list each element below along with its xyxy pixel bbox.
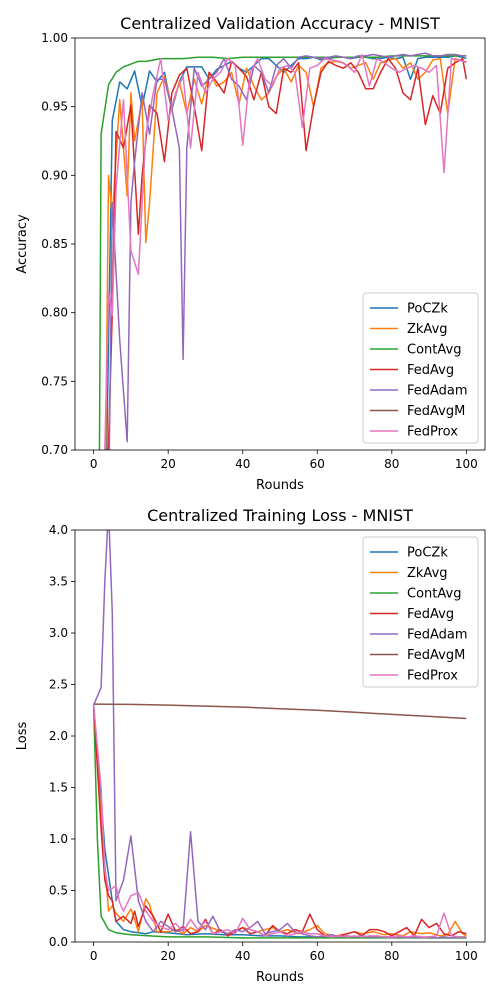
y-tick-label: 0.70 <box>41 443 68 457</box>
x-tick-label: 80 <box>384 949 399 963</box>
x-axis-label: Rounds <box>256 478 304 493</box>
x-tick-label: 40 <box>235 949 250 963</box>
legend-label-zkavg: ZkAvg <box>407 566 448 581</box>
legend-label-contavg: ContAvg <box>407 587 461 602</box>
legend: PoCZk ZkAvg ContAvg FedAvg FedAdam FedAvgM Fed… <box>362 536 479 688</box>
legend-label-fedprox: FedProx <box>407 669 458 684</box>
legend-label-fedadam: FedAdam <box>407 628 468 643</box>
series-line-fedavg <box>92 705 467 938</box>
x-tick-label: 60 <box>310 457 325 471</box>
series-line-poczk <box>92 705 467 939</box>
y-axis-label: Loss <box>15 722 30 751</box>
y-tick-label: 0.75 <box>41 374 68 388</box>
chart-title: Centralized Training Loss - MNIST <box>147 506 413 525</box>
series-line-fedprox <box>104 53 467 450</box>
x-tick-label: 0 <box>90 457 98 471</box>
legend-label-fedadam: FedAdam <box>407 384 468 399</box>
series-line-contavg <box>98 55 467 450</box>
legend-label-fedprox: FedProx <box>407 425 458 440</box>
legend-box <box>362 536 479 688</box>
series-line-contavg <box>92 705 467 939</box>
y-tick-label: 0.5 <box>49 884 68 898</box>
x-tick-label: 100 <box>455 457 478 471</box>
y-axis-label: Accuracy <box>15 214 30 274</box>
x-tick-label: 80 <box>384 457 399 471</box>
chart-title: Centralized Validation Accuracy - MNIST <box>120 14 440 33</box>
y-tick-label: 1.0 <box>49 832 68 846</box>
y-tick-label: 0.90 <box>41 168 68 182</box>
legend-label-fedavg: FedAvg <box>407 363 454 378</box>
legend-label-fedavg: FedAvg <box>407 607 454 622</box>
x-tick-label: 40 <box>235 457 250 471</box>
legend-label-zkavg: ZkAvg <box>407 322 448 337</box>
x-tick-label: 0 <box>90 949 98 963</box>
y-tick-label: 0.0 <box>49 935 68 949</box>
y-tick-label: 2.0 <box>49 729 68 743</box>
x-tick-label: 20 <box>161 457 176 471</box>
chart-1: 0 20 40 60 80 100 0.70 0.75 0.80 0.85 0.90 0.95 1.00… <box>15 14 486 493</box>
y-tick-label: 2.5 <box>49 678 68 692</box>
chart-2: 0 20 40 60 80 100 0.0 0.5 1.0 1.5 2.0 2.5 3.0 3.5 4.0 C… <box>15 506 486 985</box>
series-line-zkavg <box>92 705 467 937</box>
series-line-fedprox <box>92 705 467 938</box>
y-tick-label: 0.95 <box>41 100 68 114</box>
y-tick-label: 3.5 <box>49 575 68 589</box>
series-line-fedadam <box>92 530 467 939</box>
x-axis-label: Rounds <box>256 970 304 985</box>
legend-label-fedavgm: FedAvgM <box>407 648 465 663</box>
y-tick-label: 1.5 <box>49 781 68 795</box>
y-tick-label: 0.80 <box>41 306 68 320</box>
series-line-fedadam <box>108 52 467 450</box>
x-tick-label: 20 <box>161 949 176 963</box>
y-tick-label: 3.0 <box>49 626 68 640</box>
x-tick-label: 60 <box>310 949 325 963</box>
x-tick-label: 100 <box>455 949 478 963</box>
legend-label-contavg: ContAvg <box>407 343 461 358</box>
legend: PoCZk ZkAvg ContAvg FedAvg FedAdam FedAvgM Fed… <box>362 292 479 444</box>
y-tick-label: 4.0 <box>49 523 68 537</box>
legend-label-poczk: PoCZk <box>407 546 448 561</box>
legend-box <box>362 292 479 444</box>
y-tick-label: 1.00 <box>41 31 68 45</box>
y-tick-label: 0.85 <box>41 237 68 251</box>
legend-label-fedavgm: FedAvgM <box>407 404 465 419</box>
series-line-fedavgm <box>93 703 467 720</box>
legend-label-poczk: PoCZk <box>407 302 448 317</box>
